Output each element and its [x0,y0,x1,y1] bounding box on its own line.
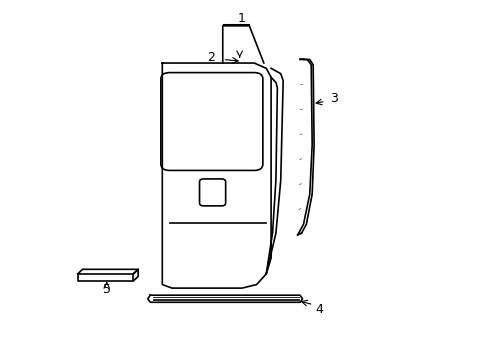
Text: 2: 2 [206,51,214,64]
Text: 3: 3 [329,92,337,105]
Text: 4: 4 [315,303,323,316]
Text: 5: 5 [102,283,110,296]
Text: 1: 1 [238,12,245,25]
